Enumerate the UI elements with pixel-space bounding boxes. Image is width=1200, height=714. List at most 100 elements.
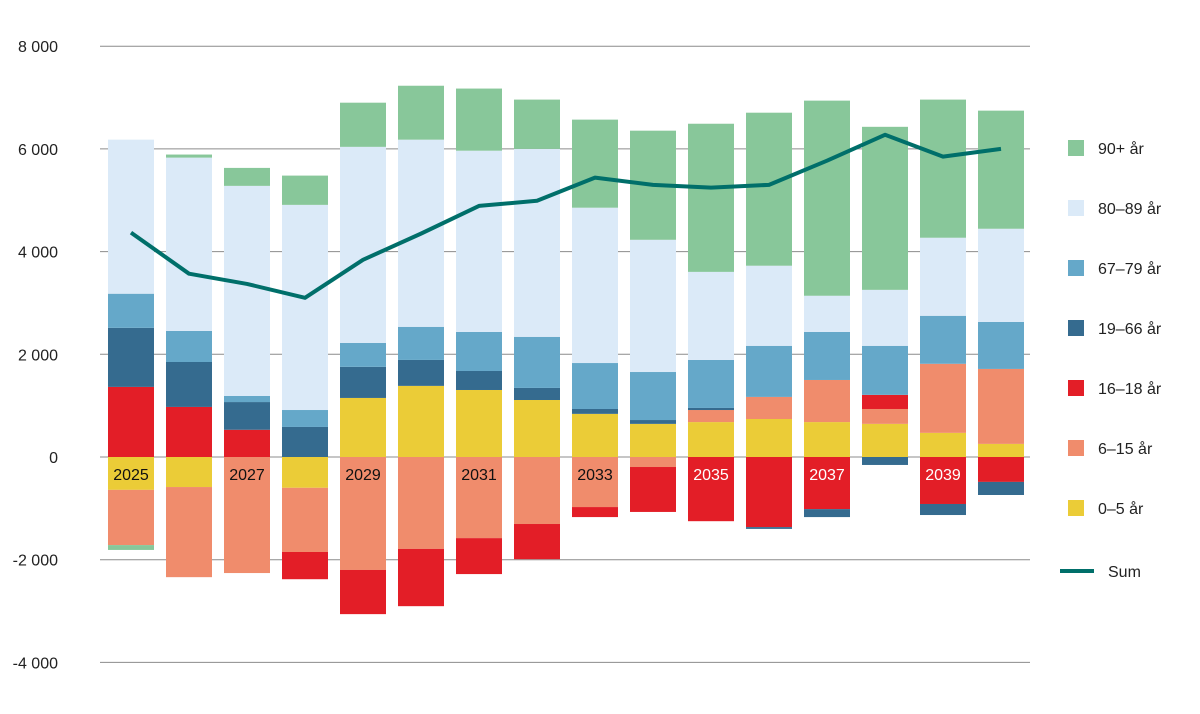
bar-segment-2034-80-89-r — [630, 240, 676, 372]
bar-segment-2040-80-89-r — [978, 229, 1024, 322]
bar-segment-2036-90+-r — [746, 113, 792, 266]
legend-label: 0–5 år — [1098, 500, 1144, 518]
bar-segment-2032-19-66-r — [514, 388, 560, 400]
bar-segment-2029-90+-r — [340, 103, 386, 147]
bar-segment-2027-19-66-r — [224, 402, 270, 430]
bar-segment-2030-6-15-r — [398, 457, 444, 549]
x-category-label: 2031 — [461, 467, 497, 484]
bar-segment-2032-6-15-r — [514, 457, 560, 524]
bar-segment-2033-67-79-r — [572, 363, 618, 409]
bar-segment-2040-6-15-r — [978, 369, 1024, 444]
bar-segment-2027-67-79-r — [224, 396, 270, 402]
x-category-label: 2027 — [229, 467, 265, 484]
x-category-label: 2025 — [113, 467, 149, 484]
bar-segment-2029-19-66-r — [340, 367, 386, 398]
bar-segment-2036-19-66-r — [746, 527, 792, 529]
bar-segment-2031-80-89-r — [456, 151, 502, 332]
bar-segment-2026-80-89-r — [166, 158, 212, 331]
bar-segment-2033-90+-r — [572, 120, 618, 208]
bar-segment-2033-0-5-r — [572, 414, 618, 457]
bar-segment-2036-16-18-r — [746, 457, 792, 527]
bar-segment-2037-0-5-r — [804, 422, 850, 457]
legend-swatch — [1068, 500, 1084, 516]
bar-segment-2034-67-79-r — [630, 372, 676, 420]
bar-segment-2038-6-15-r — [862, 409, 908, 424]
bar-segment-2039-6-15-r — [920, 364, 966, 433]
bar-segment-2034-19-66-r — [630, 420, 676, 424]
y-tick-label: 2 000 — [18, 347, 58, 364]
bar-segment-2038-0-5-r — [862, 424, 908, 457]
bar-segment-2036-0-5-r — [746, 419, 792, 457]
bar-segment-2037-6-15-r — [804, 380, 850, 422]
bar-segment-2025-19-66-r — [108, 328, 154, 387]
bar-segment-2026-90+-r — [166, 155, 212, 158]
bar-segment-2029-0-5-r — [340, 398, 386, 457]
legend-swatch — [1068, 320, 1084, 336]
y-tick-label: 6 000 — [18, 142, 58, 159]
x-category-label: 2035 — [693, 467, 729, 484]
bar-segment-2037-19-66-r — [804, 509, 850, 517]
bar-segment-2040-0-5-r — [978, 444, 1024, 457]
y-tick-label: -2 000 — [13, 553, 58, 570]
bar-segment-2033-19-66-r — [572, 409, 618, 414]
bar-segment-2035-67-79-r — [688, 360, 734, 408]
x-category-label: 2029 — [345, 467, 381, 484]
y-tick-label: 0 — [49, 450, 58, 467]
bar-segment-2028-80-89-r — [282, 205, 328, 410]
bar-segment-2028-16-18-r — [282, 552, 328, 579]
bar-segment-2038-67-79-r — [862, 346, 908, 395]
bar-segment-2028-90+-r — [282, 176, 328, 205]
bar-segment-2040-90+-r — [978, 111, 1024, 229]
bar-segment-2031-0-5-r — [456, 390, 502, 457]
bar-segment-2028-0-5-r — [282, 457, 328, 488]
bar-segment-2030-67-79-r — [398, 327, 444, 360]
bar-segment-2029-67-79-r — [340, 343, 386, 367]
bar-segment-2035-80-89-r — [688, 272, 734, 360]
legend-label: 6–15 år — [1098, 440, 1153, 458]
bar-segment-2027-80-89-r — [224, 186, 270, 396]
bar-segment-2038-80-89-r — [862, 290, 908, 346]
bar-segment-2040-19-66-r — [978, 482, 1024, 495]
bar-segment-2032-0-5-r — [514, 400, 560, 457]
bar-segment-2030-90+-r — [398, 86, 444, 140]
legend-swatch — [1068, 440, 1084, 456]
bar-segment-2031-19-66-r — [456, 371, 502, 390]
bar-segment-2039-80-89-r — [920, 238, 966, 316]
bar-segment-2038-19-66-r — [862, 457, 908, 465]
bar-segment-2029-16-18-r — [340, 570, 386, 614]
bar-segment-2028-19-66-r — [282, 427, 328, 457]
bar-segment-2036-80-89-r — [746, 266, 792, 346]
bar-segment-2026-67-79-r — [166, 331, 212, 362]
bar-segment-2034-0-5-r — [630, 424, 676, 457]
x-category-label: 2037 — [809, 467, 845, 484]
bar-segment-2036-67-79-r — [746, 346, 792, 397]
y-tick-label: 8 000 — [18, 39, 58, 56]
bar-segment-2025-67-79-r — [108, 294, 154, 328]
bar-segment-2031-90+-r — [456, 89, 502, 151]
bar-segment-2030-0-5-r — [398, 386, 444, 457]
bar-segment-2032-16-18-r — [514, 524, 560, 559]
bar-segment-2028-67-79-r — [282, 410, 328, 427]
bar-segment-2026-19-66-r — [166, 362, 212, 407]
bar-segment-2033-80-89-r — [572, 208, 618, 363]
bar-segment-2029-80-89-r — [340, 147, 386, 343]
bar-segment-2039-67-79-r — [920, 316, 966, 364]
bar-segment-2037-80-89-r — [804, 296, 850, 332]
bar-segment-2040-67-79-r — [978, 322, 1024, 369]
bar-segment-2032-80-89-r — [514, 149, 560, 337]
legend-swatch — [1068, 140, 1084, 156]
legend-label: 67–79 år — [1098, 260, 1162, 278]
bar-segment-2040-16-18-r — [978, 457, 1024, 482]
bar-segment-2032-90+-r — [514, 100, 560, 149]
bar-segment-2038-90+-r — [862, 127, 908, 290]
bar-segment-2027-16-18-r — [224, 430, 270, 457]
legend-label: 19–66 år — [1098, 320, 1162, 338]
bar-segment-2030-19-66-r — [398, 360, 444, 386]
bar-segment-2038-16-18-r — [862, 395, 908, 409]
bar-segment-2033-16-18-r — [572, 507, 618, 517]
bar-segment-2026-16-18-r — [166, 407, 212, 457]
legend-label: 16–18 år — [1098, 380, 1162, 398]
bar-segment-2031-67-79-r — [456, 332, 502, 371]
bar-segment-2028-6-15-r — [282, 488, 328, 552]
